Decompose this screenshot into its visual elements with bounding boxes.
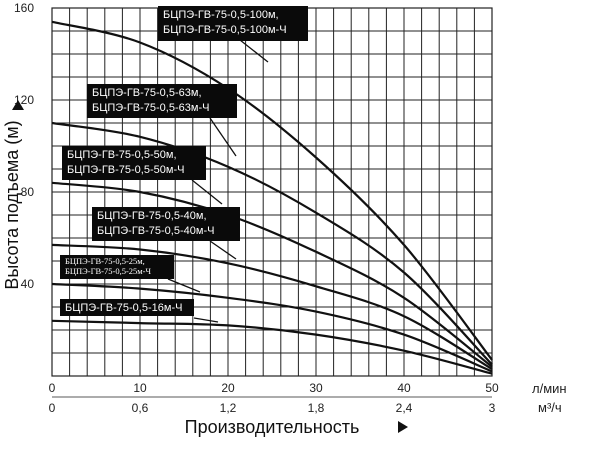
series-label-text: БЦПЭ-ГВ-75-0,5-40м, <box>97 210 207 222</box>
series-label-box <box>60 299 194 316</box>
x-unit-primary: л/мин <box>532 381 567 396</box>
curve-series-4 <box>51 243 493 371</box>
series-label-text: БЦПЭ-ГВ-75-0,5-25м, <box>65 256 145 266</box>
x-tick-label-secondary: 1,2 <box>220 401 237 415</box>
x-unit-secondary: м³/ч <box>538 400 562 415</box>
series-label-leader-line <box>191 179 223 205</box>
series-label-box <box>60 255 174 279</box>
curve-series-5 <box>51 282 493 373</box>
series-label-2: БЦПЭ-ГВ-75-0,5-63м, БЦПЭ-ГВ-75-0,5-63м-Ч <box>87 84 237 157</box>
series-label-1: БЦПЭ-ГВ-75-0,5-100м, БЦПЭ-ГВ-75-0,5-100м-… <box>158 6 308 63</box>
series-label-leader-line <box>193 317 219 323</box>
x-tick-label-secondary: 3 <box>489 401 496 415</box>
series-label-text: БЦПЭ-ГВ-75-0,5-50м-Ч <box>67 164 184 176</box>
series-label-3: БЦПЭ-ГВ-75-0,5-50м, БЦПЭ-ГВ-75-0,5-50м-Ч <box>62 146 223 205</box>
series-label-text: БЦПЭ-ГВ-75-0,5-63м, <box>92 87 202 99</box>
x-tick-label-primary: 50 <box>485 381 499 395</box>
series-label-text: БЦПЭ-ГВ-75-0,5-100м, <box>163 9 279 21</box>
chart-curves <box>51 20 493 375</box>
series-label-box <box>158 6 308 41</box>
series-label-5: БЦПЭ-ГВ-75-0,5-25м,БЦПЭ-ГВ-75-0,5-25м-Ч <box>60 255 201 293</box>
series-label-box <box>62 146 206 180</box>
series-label-leader-line <box>167 278 201 293</box>
series-label-text: БЦПЭ-ГВ-75-0,5-25м-Ч <box>65 266 152 276</box>
x-axis-title: Производительность <box>185 417 360 437</box>
y-axis-title: Высота подъема (м) <box>2 120 22 289</box>
x-tick-label-primary: 10 <box>133 381 147 395</box>
chart-axes: 0 10 20 30 40 500 0,6 1,2 1,8 2,4 3л/минм³/ч408012… <box>2 1 567 437</box>
y-tick-label: 80 <box>21 185 35 199</box>
x-tick-label-secondary: 1,8 <box>308 401 325 415</box>
y-tick-label: 40 <box>21 277 35 291</box>
y-axis-arrow-icon <box>12 100 24 110</box>
series-label-text: БЦПЭ-ГВ-75-0,5-16м-Ч <box>65 302 182 314</box>
curve-series-2 <box>51 121 493 366</box>
series-label-text: БЦПЭ-ГВ-75-0,5-50м, <box>67 149 177 161</box>
x-tick-label-primary: 40 <box>397 381 411 395</box>
series-label-leader-line <box>209 240 237 260</box>
series-label-text: БЦПЭ-ГВ-75-0,5-63м-Ч <box>92 102 209 114</box>
x-tick-label-primary: 0 <box>49 381 56 395</box>
y-tick-label: 160 <box>14 1 34 15</box>
series-label-box <box>92 207 240 241</box>
curve-series-1 <box>51 20 493 361</box>
chart-grid <box>51 7 493 377</box>
x-tick-label-secondary: 0,6 <box>132 401 149 415</box>
curve-series-3 <box>51 181 493 368</box>
series-label-text: БЦПЭ-ГВ-75-0,5-40м-Ч <box>97 225 214 237</box>
series-label-6: БЦПЭ-ГВ-75-0,5-16м-Ч <box>60 299 219 323</box>
series-label-box <box>87 84 237 118</box>
series-label-text: БЦПЭ-ГВ-75-0,5-100м-Ч <box>163 24 287 36</box>
series-label-4: БЦПЭ-ГВ-75-0,5-40м, БЦПЭ-ГВ-75-0,5-40м-Ч <box>92 207 240 260</box>
series-label-leader-line <box>239 39 269 63</box>
series-label-leader-line <box>209 117 237 157</box>
x-tick-label-primary: 20 <box>221 381 235 395</box>
curve-series-6 <box>51 319 493 375</box>
x-tick-label-secondary: 0 <box>49 401 56 415</box>
x-tick-label-primary: 30 <box>309 381 323 395</box>
series-labels: БЦПЭ-ГВ-75-0,5-100м, БЦПЭ-ГВ-75-0,5-100м-… <box>60 6 308 323</box>
x-axis-arrow-icon <box>398 421 408 433</box>
x-tick-label-secondary: 2,4 <box>396 401 413 415</box>
